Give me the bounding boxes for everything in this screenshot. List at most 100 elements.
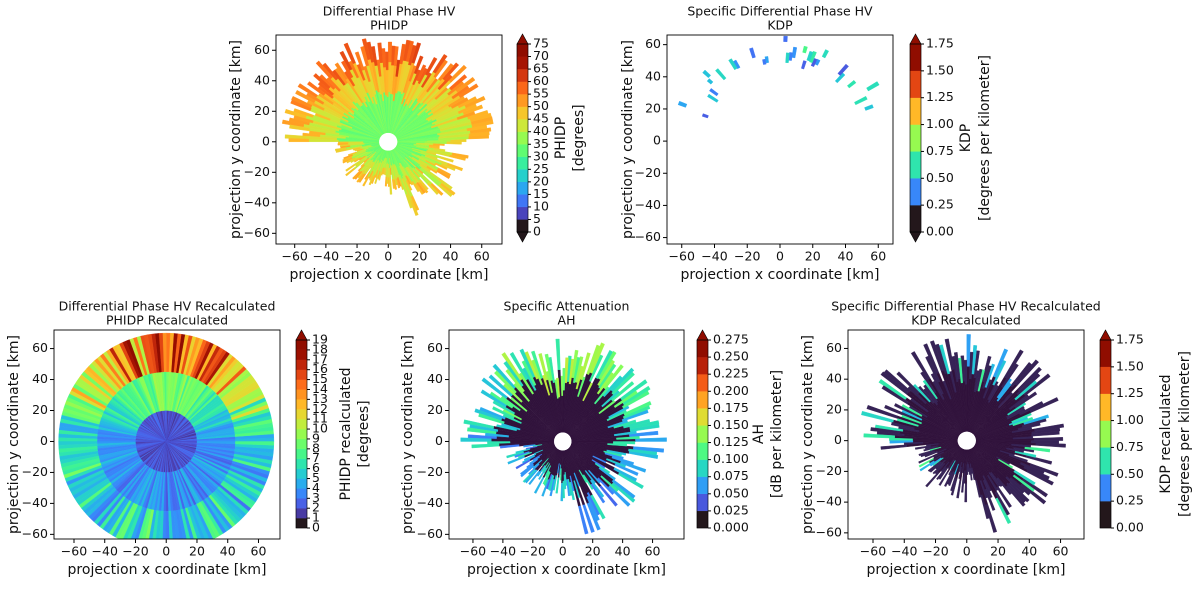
radar-cell (378, 172, 382, 181)
radar-cell (801, 60, 807, 70)
radar-cell (291, 96, 313, 109)
colorbar-bin (909, 178, 922, 206)
radar-cell (925, 471, 940, 488)
colorbar-bin (696, 493, 709, 512)
radar-cell (891, 422, 915, 430)
radar-cell (354, 148, 362, 152)
colorbar-bin (516, 68, 529, 82)
radar-cell (437, 167, 452, 177)
radar-cell (541, 479, 550, 497)
radar-cell (701, 113, 709, 119)
colorbar-bin (295, 369, 308, 380)
radar-cell (152, 510, 160, 539)
radar-cell (929, 340, 944, 372)
y-tick-label: 40 (254, 72, 270, 87)
colorbar-tick-label: 25 (533, 161, 549, 176)
radar-cell (918, 449, 934, 457)
radar-cell (995, 497, 1012, 525)
colorbar-tick-label: 0.00 (926, 224, 954, 239)
x-tick-label: −60 (61, 544, 87, 559)
radar-cell (971, 345, 978, 375)
y-tick-label: −20 (417, 464, 443, 479)
colorbar-tick-label: 18 (312, 341, 328, 356)
radar-cell (317, 81, 335, 96)
y-tick-label: 20 (254, 103, 270, 118)
radar-cell (586, 495, 600, 522)
colorbar-tick-label: 0.175 (713, 400, 749, 415)
radar-cell (964, 483, 967, 503)
radar-cell (590, 479, 605, 498)
radar-cell (1008, 454, 1028, 463)
radar-cell (463, 419, 495, 430)
plot-frame (847, 329, 1085, 540)
radar-cell (985, 504, 998, 533)
radar-cell (569, 481, 575, 501)
colorbar-bin (516, 119, 529, 132)
colorbar-tick-label: 1.75 (926, 36, 954, 51)
colorbar-label: KDP (958, 124, 974, 152)
radar-cell (295, 90, 316, 104)
radar-cell (590, 494, 606, 520)
radar-cell (728, 58, 738, 71)
radar-cell (889, 437, 913, 441)
radar-cell (564, 357, 569, 384)
radar-cell (464, 95, 486, 109)
colorbar-bin (295, 488, 308, 499)
radar-cell (1029, 397, 1059, 413)
radar-cell (503, 360, 524, 387)
x-tick-label: −60 (282, 249, 308, 264)
radar-field (677, 35, 880, 119)
y-tick-label: −40 (417, 495, 443, 510)
radar-cell (437, 178, 453, 190)
radar-cell (155, 510, 162, 539)
y-tick-label: 60 (32, 340, 48, 355)
radar-cell (620, 379, 648, 401)
radar-cell (555, 477, 560, 494)
radar-cell (880, 371, 909, 395)
x-tick-label: −20 (344, 249, 370, 264)
colorbar-bin (516, 194, 529, 208)
colorbar-bin (696, 459, 709, 477)
colorbar-tick-label: 1.50 (1116, 358, 1144, 373)
radar-cell (582, 504, 595, 533)
radar-cell (599, 485, 618, 507)
radar-cell (533, 476, 545, 494)
colorbar-bin (295, 399, 308, 410)
colorbar-bin (516, 144, 529, 157)
radar-cell (380, 168, 384, 176)
radar-cell (948, 471, 956, 487)
colorbar-tick-label: 0.50 (1116, 466, 1144, 481)
radar-cell (126, 505, 143, 539)
colorbar-frame (696, 339, 709, 529)
radar-cell (396, 178, 401, 189)
y-tick-label: 60 (645, 36, 661, 51)
colorbar-bin (909, 97, 922, 125)
radar-cell (1014, 450, 1037, 458)
colorbar-label: [degrees per kilometer] (1177, 351, 1193, 517)
radar-cell (474, 408, 503, 421)
radar-cell (923, 343, 940, 374)
radar-cell (432, 54, 448, 74)
radar-cell (929, 457, 942, 467)
radar-cell (494, 370, 517, 394)
y-tick-label: 40 (645, 68, 661, 83)
radar-cell (342, 157, 353, 164)
colorbar-tick-label: 45 (533, 111, 549, 126)
y-tick-label: −20 (22, 464, 48, 479)
colorbar-tick-label: 50 (533, 98, 549, 113)
radar-cell (706, 78, 714, 85)
x-axis-label: projection x coordinate [km] (68, 562, 267, 578)
colorbar-bin (516, 131, 529, 145)
colorbar-tick-label: 0 (312, 520, 320, 535)
plot-frame (275, 34, 503, 245)
x-tick-label: 0 (384, 249, 392, 264)
y-tick-label: −60 (635, 229, 661, 244)
colorbar-bin (295, 517, 308, 529)
y-tick-label: 40 (32, 371, 48, 386)
x-tick-label: −20 (734, 249, 760, 264)
colorbar-tick-label: 7 (312, 450, 320, 465)
chart-subtitle: AH (558, 313, 576, 328)
x-tick-label: 40 (1021, 544, 1037, 559)
radar-cell (175, 509, 184, 539)
radar-cell (610, 381, 635, 402)
